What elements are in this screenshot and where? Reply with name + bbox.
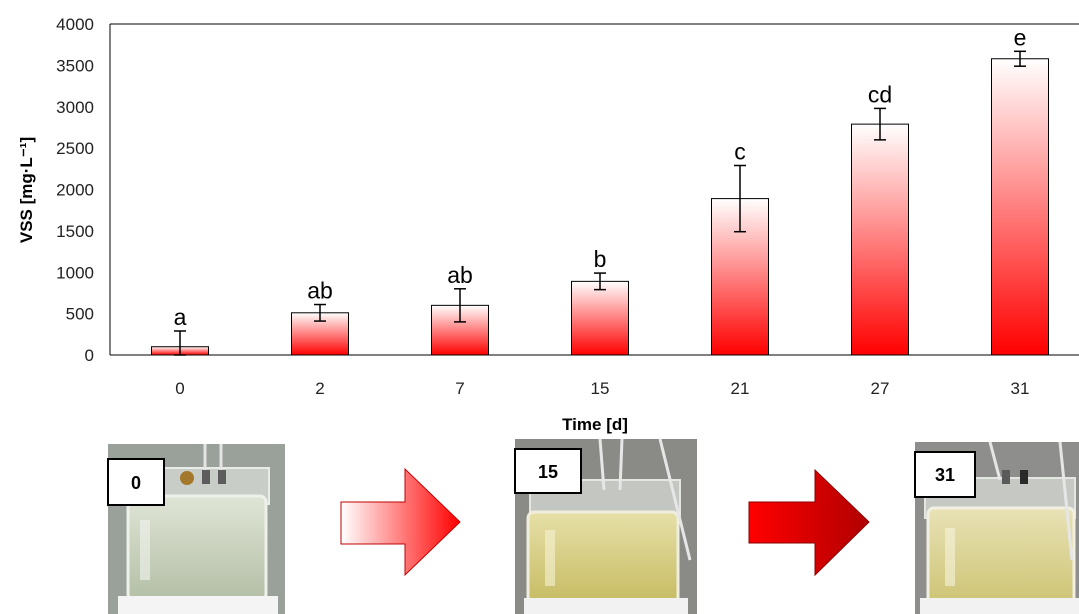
y-tick-label: 2000 — [56, 181, 94, 200]
bar — [571, 280, 629, 356]
y-tick-label: 2500 — [56, 139, 94, 158]
x-tick-label: 27 — [871, 379, 890, 398]
photo-label-31: 31 — [935, 465, 955, 485]
significance-label: cd — [868, 81, 892, 107]
y-tick-label: 500 — [66, 305, 94, 324]
y-axis-title: VSS [mg·L⁻¹] — [17, 137, 36, 243]
x-tick-label: 7 — [455, 379, 464, 398]
x-tick-label: 0 — [175, 379, 184, 398]
error-bar — [454, 288, 466, 323]
photo-day-0: 0 — [107, 444, 285, 614]
bar — [851, 123, 909, 356]
y-tick-label: 0 — [85, 346, 94, 365]
x-tick-label: 31 — [1011, 379, 1030, 398]
bars — [151, 58, 1049, 356]
significance-label: b — [594, 246, 607, 272]
y-tick-label: 3000 — [56, 98, 94, 117]
y-tick-label: 1500 — [56, 222, 94, 241]
significance-labels: a ab ab b c cd e — [174, 24, 1027, 330]
x-tick-label: 21 — [731, 379, 750, 398]
error-bar — [874, 107, 886, 141]
photo-label-0: 0 — [131, 473, 141, 493]
significance-label: ab — [307, 278, 333, 304]
bar — [291, 312, 349, 356]
x-axis-title: Time [d] — [562, 415, 628, 434]
photo-day-31: 31 — [914, 441, 1079, 614]
photo-day-15: 15 — [514, 438, 697, 614]
x-tick-label: 2 — [315, 379, 324, 398]
significance-label: c — [734, 139, 746, 165]
arrow-1 — [340, 467, 461, 577]
y-tick-label: 1000 — [56, 263, 94, 282]
significance-label: a — [174, 304, 187, 330]
error-bar — [734, 164, 746, 233]
y-axis-ticks: 0 500 1000 1500 2000 2500 3000 3500 4000 — [56, 15, 94, 365]
x-axis-ticks: 0 2 7 15 21 27 31 — [175, 379, 1029, 398]
x-tick-label: 15 — [591, 379, 610, 398]
arrow-2 — [748, 468, 870, 577]
error-bar — [314, 303, 326, 322]
error-bar — [594, 272, 606, 291]
error-bar — [1014, 50, 1026, 67]
bar — [991, 58, 1049, 356]
significance-label: ab — [447, 262, 473, 288]
significance-label: e — [1014, 24, 1027, 50]
y-tick-label: 3500 — [56, 56, 94, 75]
y-tick-label: 4000 — [56, 15, 94, 34]
plot-area: 0 500 1000 1500 2000 2500 3000 3500 4000 a ab ab b c… — [56, 15, 1079, 398]
photo-label-15: 15 — [538, 462, 558, 482]
